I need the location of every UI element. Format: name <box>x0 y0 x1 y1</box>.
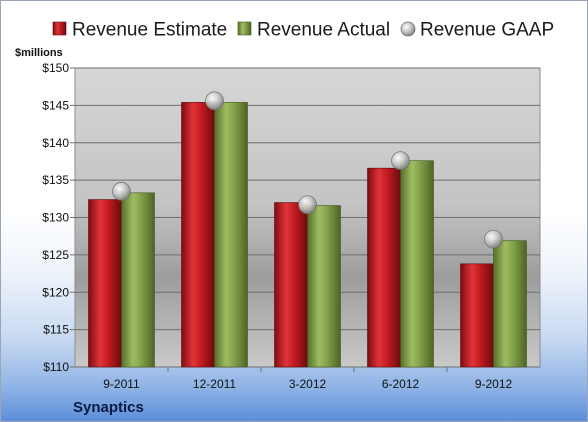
y-tick-label: $110 <box>43 360 69 374</box>
x-axis: 9-2011 12-2011 3-2012 6-2012 9-2012 <box>103 367 513 391</box>
y-tick-label: $120 <box>42 285 69 299</box>
marker-revenue-gaap <box>112 181 131 201</box>
legend-item-revenue-actual: Revenue Actual <box>237 20 390 41</box>
company-name: Synaptics <box>73 399 144 416</box>
gaap-marker-circle <box>484 229 503 249</box>
gaap-marker-circle <box>205 91 224 111</box>
bar-revenue-actual <box>307 205 341 368</box>
legend-swatch-actual <box>237 21 252 36</box>
gaap-marker-circle <box>298 195 317 215</box>
legend-label: Revenue Actual <box>257 20 390 41</box>
bars <box>88 102 527 368</box>
y-tick-label: $115 <box>43 323 69 337</box>
gaap-marker-circle <box>391 151 410 171</box>
gaap-markers <box>112 91 503 249</box>
bar-revenue-actual <box>493 240 527 368</box>
x-tick-label: 9-2011 <box>103 377 140 391</box>
bar-revenue-actual <box>121 192 155 368</box>
x-tick-label: 6-2012 <box>382 377 420 391</box>
legend: Revenue Estimate Revenue Actual Revenue GA… <box>52 20 554 41</box>
bar-revenue-estimate <box>460 263 494 368</box>
x-tick-label: 9-2012 <box>475 377 513 391</box>
bar-revenue-estimate <box>367 167 401 368</box>
y-tick-label: $135 <box>42 173 69 187</box>
x-tick-label: 3-2012 <box>289 377 327 391</box>
gaap-marker-circle <box>112 181 131 201</box>
marker-revenue-gaap <box>484 229 503 249</box>
bar-revenue-actual <box>214 102 248 368</box>
bar-revenue-estimate <box>274 202 308 368</box>
y-tick-label: $145 <box>42 98 69 112</box>
bar-revenue-actual <box>400 160 434 368</box>
y-tick-label: $130 <box>42 211 69 225</box>
legend-item-revenue-gaap: Revenue GAAP <box>400 20 554 41</box>
x-tick-label: 12-2011 <box>193 377 236 391</box>
marker-revenue-gaap <box>298 195 317 215</box>
marker-revenue-gaap <box>205 91 224 111</box>
legend-swatch-gaap <box>400 21 416 37</box>
legend-label: Revenue GAAP <box>420 20 554 41</box>
y-tick-label: $125 <box>42 248 69 262</box>
legend-swatch-estimate <box>52 21 67 36</box>
y-tick-label: $140 <box>42 136 69 150</box>
legend-item-revenue-estimate: Revenue Estimate <box>52 20 227 41</box>
y-axis: $110 $115 $120 $125 $130 $135 $140 $145 $150 <box>42 61 75 374</box>
y-axis-unit-label: $millions <box>15 47 63 59</box>
marker-revenue-gaap <box>391 151 410 171</box>
y-tick-label: $150 <box>42 61 69 75</box>
bar-revenue-estimate <box>88 199 122 368</box>
legend-label: Revenue Estimate <box>72 20 227 41</box>
bar-revenue-estimate <box>181 102 215 368</box>
